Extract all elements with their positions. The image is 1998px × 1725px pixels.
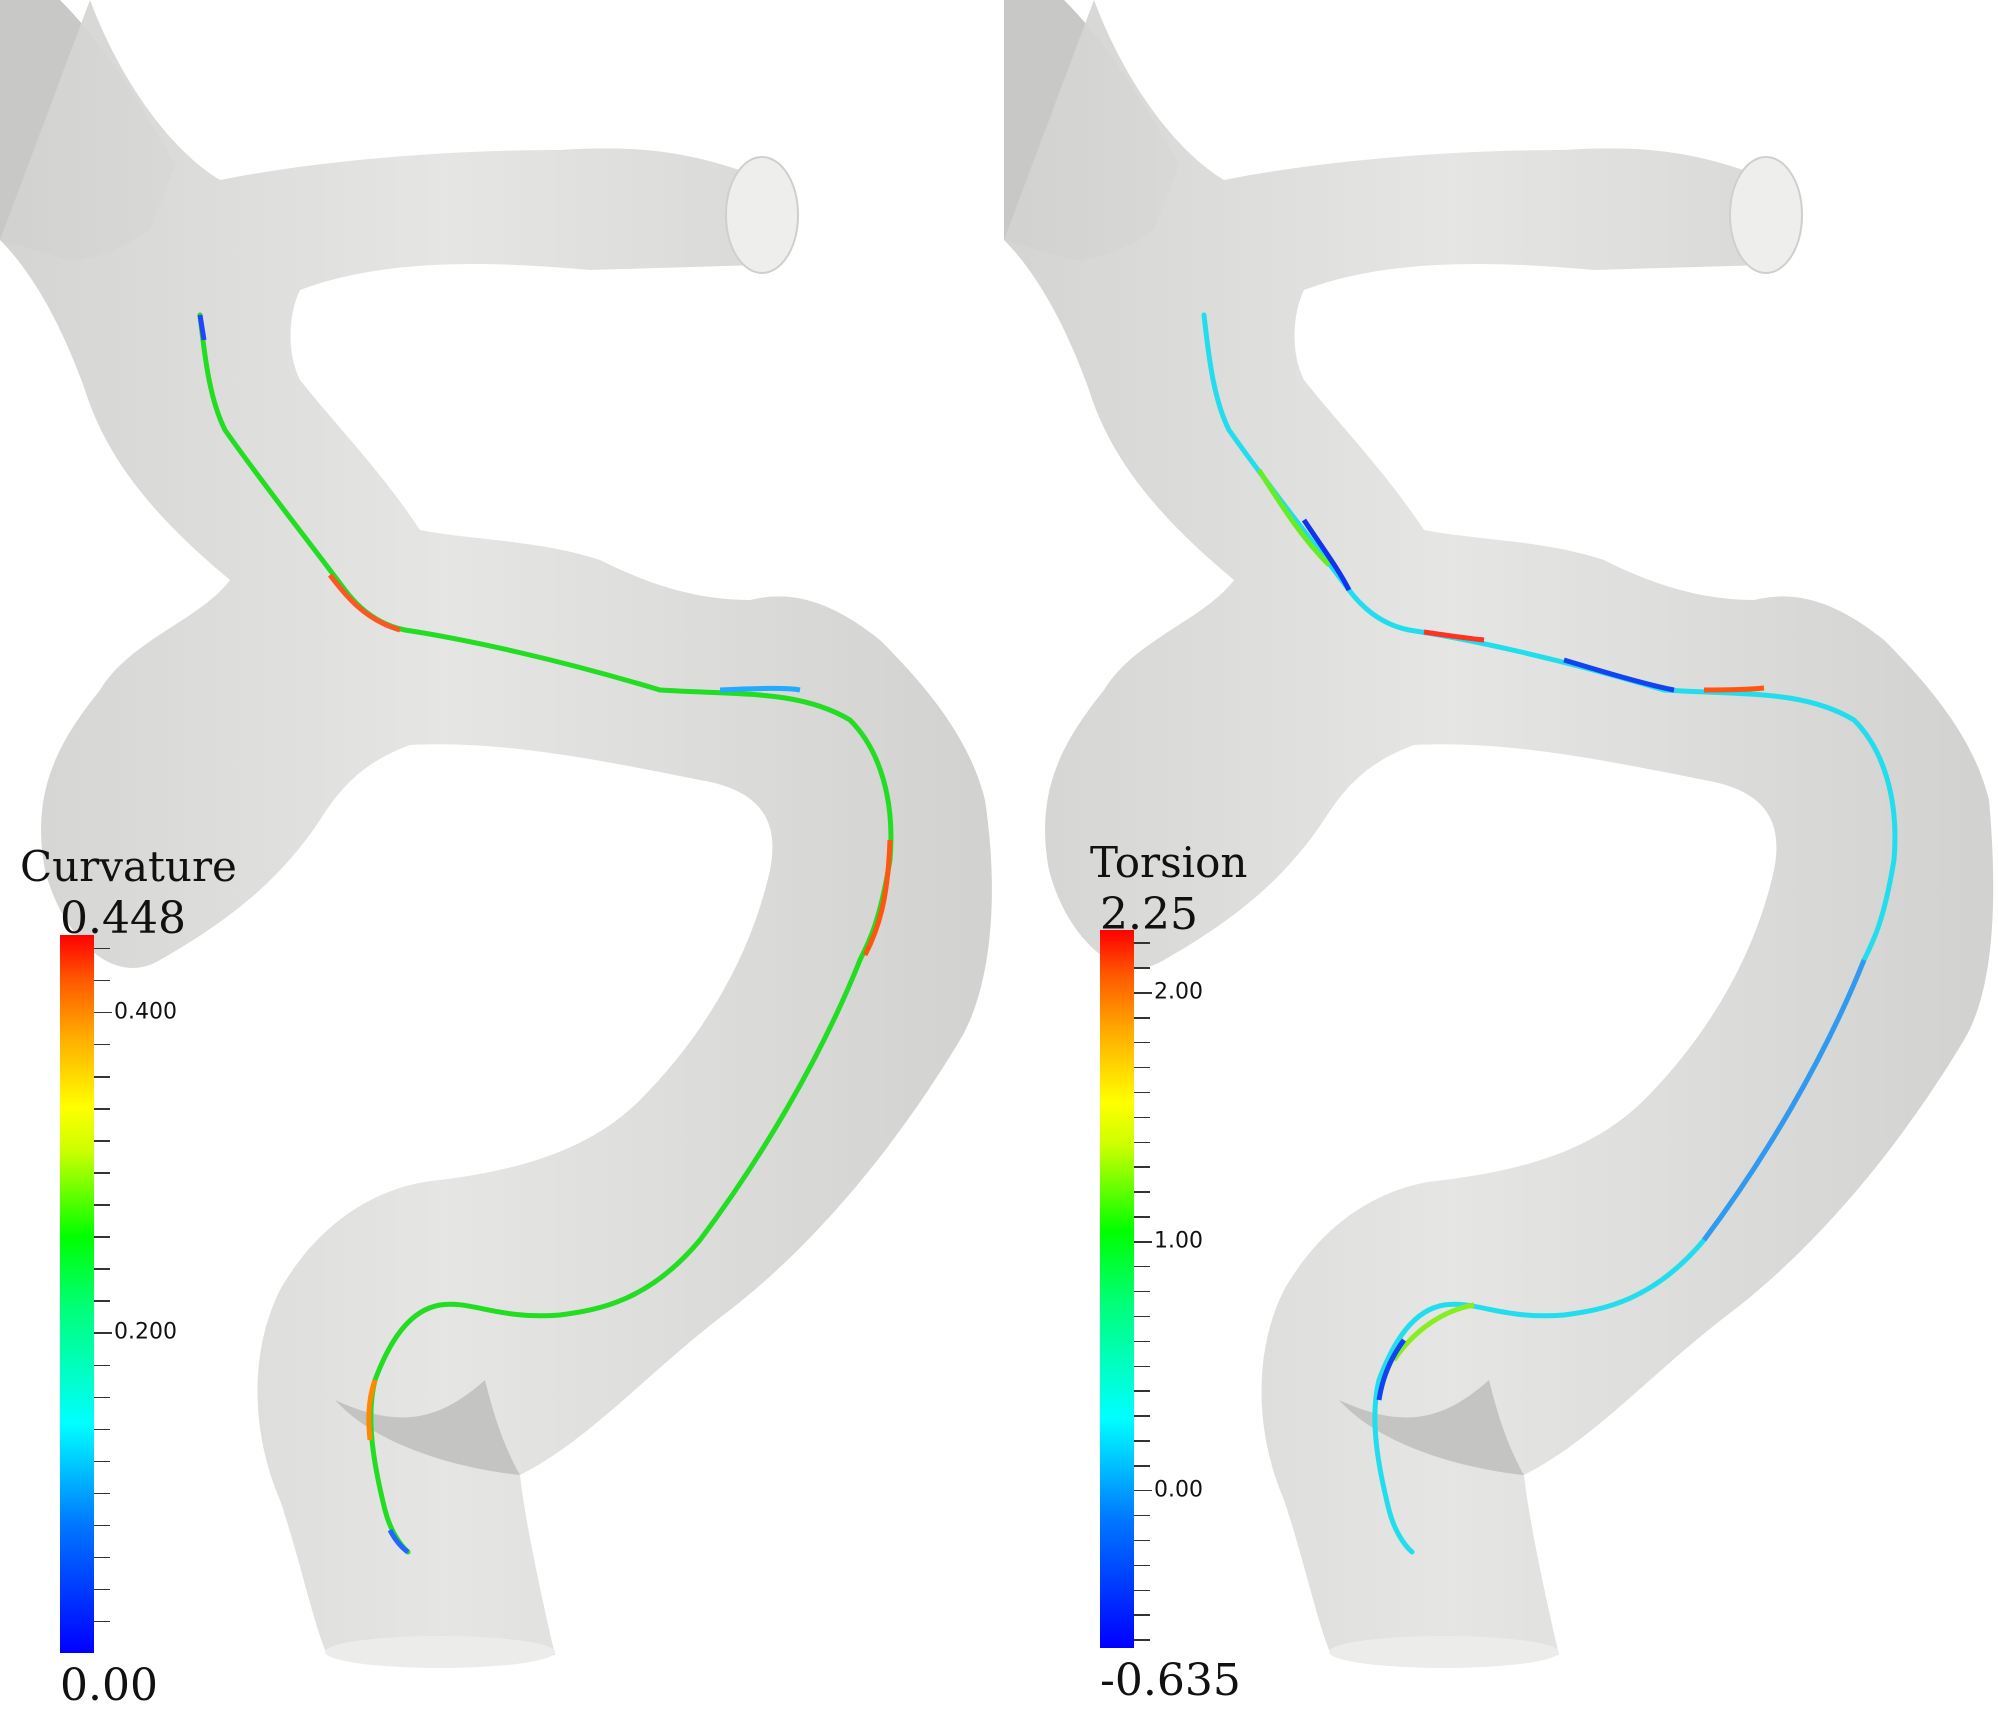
colorbar-ticks: 0.400 0.200 (94, 935, 177, 1653)
colorbar-minor-tick (1134, 1440, 1150, 1442)
colorbar-minor-tick (1134, 1614, 1150, 1616)
colorbar-minor-tick (94, 1556, 110, 1559)
colorbar-minor-tick (1134, 1216, 1150, 1218)
colorbar-minor-tick (94, 1460, 110, 1463)
colorbar-minor-tick (1134, 1465, 1150, 1467)
colorbar-minor-tick (94, 1268, 110, 1270)
colorbar-minor-tick (94, 1588, 110, 1591)
colorbar-minor-tick (1134, 1365, 1150, 1368)
colorbar-tick-label: 1.00 (1154, 1228, 1203, 1254)
colorbar-min-label: 0.00 (60, 1660, 158, 1711)
colorbar-minor-tick (1134, 1639, 1150, 1641)
colorbar-minor-tick (94, 1172, 110, 1174)
colorbar-curvature (60, 935, 94, 1653)
colorbar-minor-tick (94, 1620, 110, 1623)
torsion-centerline (1201, 312, 1898, 1555)
colorbar-minor-tick (94, 1364, 110, 1367)
curvature-panel: Curvature 0.448 0.400 0.200 0.00 (0, 0, 992, 1711)
colorbar-tick-label: 0.400 (114, 999, 177, 1025)
colorbar-minor-tick (94, 1076, 110, 1078)
colorbar-minor-tick (1134, 1415, 1150, 1417)
colorbar-tick-label: 2.00 (1154, 979, 1203, 1005)
colorbar-minor-tick (1134, 1091, 1150, 1094)
colorbar-minor-tick (94, 1140, 110, 1142)
colorbar-minor-tick (94, 1108, 110, 1110)
colorbar-minor-tick (94, 1043, 110, 1046)
colorbar-minor-tick (1134, 942, 1150, 944)
colorbar-minor-tick (94, 1236, 110, 1238)
colorbar-minor-tick (1134, 1041, 1150, 1044)
colorbar-major-tick (1134, 1241, 1152, 1243)
colorbar-minor-tick (94, 979, 110, 982)
colorbar-minor-tick (94, 1428, 110, 1431)
colorbar-major-tick (94, 1011, 112, 1014)
colorbar-tick-label: 0.00 (1154, 1477, 1203, 1503)
colorbar-title: Curvature (20, 842, 237, 891)
colorbar-minor-tick (1134, 1116, 1150, 1119)
colorbar-minor-tick (1134, 1589, 1150, 1591)
colorbar-minor-tick (94, 1204, 110, 1206)
vessel-surface-torsion (1004, 0, 1994, 1668)
vessel-surface-curvature (0, 0, 992, 1668)
colorbar-minor-tick (1134, 1315, 1150, 1318)
colorbar-major-tick (94, 1332, 112, 1334)
colorbar-minor-tick (1134, 1539, 1150, 1542)
colorbar-minor-tick (1134, 1191, 1150, 1193)
colorbar-minor-tick (1134, 1265, 1150, 1268)
colorbar-minor-tick (1134, 1017, 1150, 1019)
colorbar-minor-tick (1134, 1564, 1150, 1567)
colorbar-tick-label: 0.200 (114, 1319, 177, 1345)
colorbar-minor-tick (1134, 1514, 1150, 1517)
colorbar-min-label: -0.635 (1100, 1655, 1241, 1706)
colorbar-minor-tick (1134, 1141, 1150, 1144)
colorbar-major-tick (1134, 992, 1152, 994)
colorbar-minor-tick (1134, 1066, 1150, 1069)
colorbar-minor-tick (1134, 1340, 1150, 1343)
colorbar-minor-tick (94, 947, 110, 950)
colorbar-torsion (1100, 930, 1134, 1648)
colorbar-minor-tick (94, 1300, 110, 1302)
colorbar-minor-tick (94, 1492, 110, 1495)
colorbar-minor-tick (1134, 967, 1150, 969)
colorbar-major-tick (1134, 1489, 1152, 1492)
colorbar-title: Torsion (1090, 838, 1248, 887)
colorbar-minor-tick (94, 1396, 110, 1399)
torsion-panel: Torsion 2.25 2.00 1.00 0.00 -0.635 (1004, 0, 1998, 1725)
colorbar-minor-tick (1134, 1390, 1150, 1392)
colorbar-minor-tick (1134, 1166, 1150, 1168)
colorbar-minor-tick (1134, 1290, 1150, 1293)
colorbar-ticks: 2.00 1.00 0.00 (1134, 930, 1203, 1648)
colorbar-minor-tick (94, 1524, 110, 1527)
